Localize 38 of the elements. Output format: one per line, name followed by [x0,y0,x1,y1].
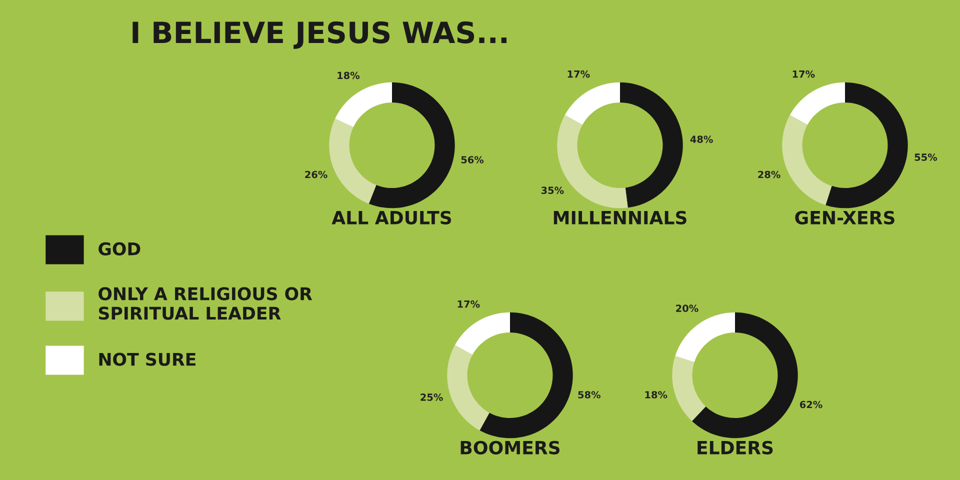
data-label: 48% [690,136,713,143]
donut-slice [620,82,683,208]
donut-slice [826,82,908,208]
legend-label: ONLY A RELIGIOUS OR SPIRITUAL LEADER [98,287,312,320]
legend-label: GOD [98,242,140,256]
chart-title: I BELIEVE JESUS WAS... [132,21,506,49]
donut-slice [564,82,620,125]
donut-slice [447,345,490,430]
data-label: 26% [305,170,328,178]
donut-slice [480,312,573,438]
text: ELDERS [698,440,773,454]
data-label: 62% [800,400,822,408]
data-label: 56% [461,156,484,164]
donut-slice [329,118,376,204]
donut-slice [368,82,455,208]
text: BOOMERS [460,440,560,454]
text: MILLENNIALS [554,210,686,224]
donut-slice [790,82,845,125]
donut-slice [672,356,706,422]
donut-slice [692,312,798,438]
text: ALL ADULTS [332,210,452,224]
data-label: 28% [758,170,780,178]
donut-slice [675,312,735,362]
text: GEN-XERS [795,210,894,224]
data-label: 25% [420,394,443,401]
data-label: 55% [914,154,938,161]
data-label: 35% [541,186,564,194]
data-label: 17% [458,300,480,308]
data-label: 17% [568,70,590,78]
donut-slice [335,82,392,128]
data-label: 20% [676,304,698,312]
data-label: 18% [645,391,668,398]
data-label: 17% [792,70,815,78]
data-label: 58% [578,391,600,398]
legend-label: NOT SURE [99,352,196,366]
donut-slice [782,115,832,206]
data-label: 18% [338,72,360,80]
donut-slice [454,312,510,355]
